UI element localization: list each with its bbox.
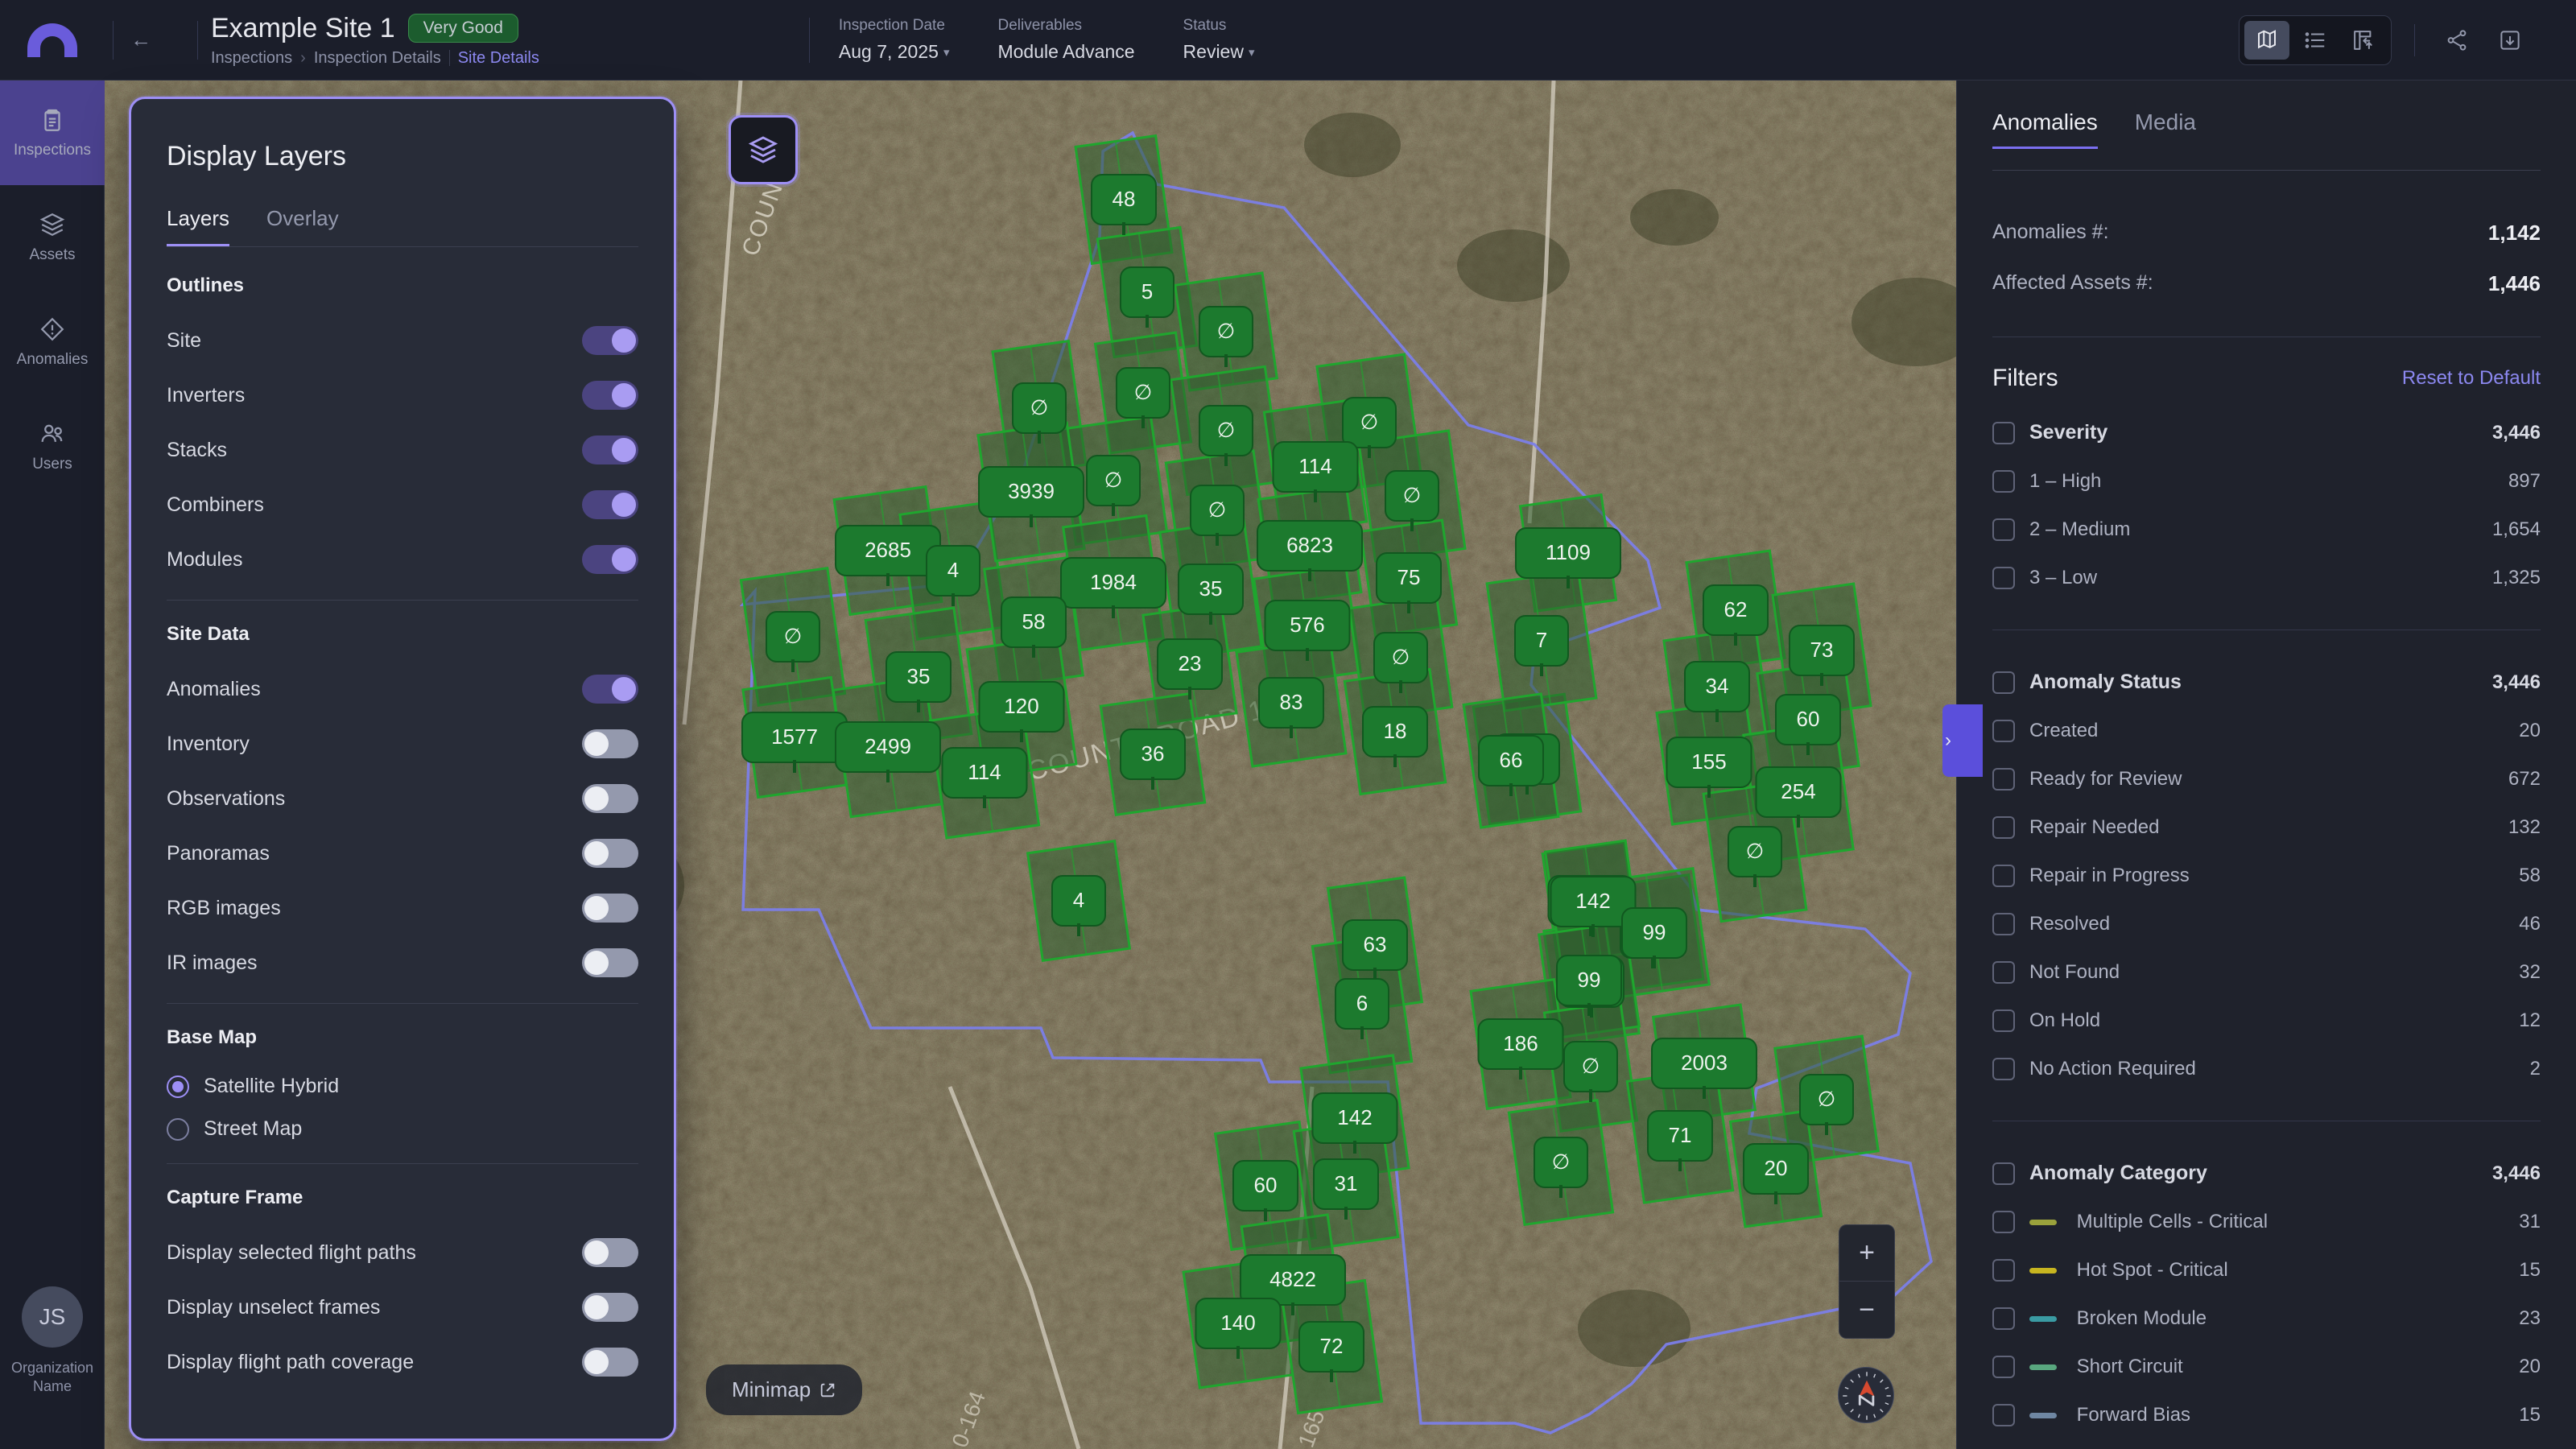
svg-text:254: 254 <box>1781 779 1815 803</box>
svg-text:75: 75 <box>1397 565 1421 589</box>
svg-text:∅: ∅ <box>1746 839 1765 863</box>
svg-text:99: 99 <box>1578 968 1601 992</box>
svg-text:73: 73 <box>1810 638 1834 662</box>
svg-text:∅: ∅ <box>1818 1087 1836 1111</box>
svg-text:2003: 2003 <box>1681 1051 1728 1075</box>
svg-text:∅: ∅ <box>784 624 803 648</box>
svg-text:60: 60 <box>1254 1173 1278 1197</box>
svg-text:∅: ∅ <box>1403 483 1422 507</box>
svg-text:576: 576 <box>1290 613 1324 637</box>
svg-text:4: 4 <box>1073 888 1084 912</box>
svg-text:1577: 1577 <box>771 724 818 749</box>
svg-text:∅: ∅ <box>1217 319 1236 343</box>
svg-text:23: 23 <box>1179 651 1202 675</box>
svg-text:∅: ∅ <box>1217 418 1236 442</box>
svg-text:155: 155 <box>1691 749 1726 774</box>
svg-text:114: 114 <box>968 760 1001 784</box>
svg-text:142: 142 <box>1337 1105 1372 1129</box>
svg-text:∅: ∅ <box>1134 380 1153 404</box>
svg-text:60: 60 <box>1797 707 1820 731</box>
svg-text:35: 35 <box>1199 576 1223 601</box>
svg-text:5: 5 <box>1141 279 1153 303</box>
svg-text:∅: ∅ <box>1104 468 1123 492</box>
svg-text:114: 114 <box>1298 454 1331 478</box>
svg-text:120: 120 <box>1004 694 1038 718</box>
svg-text:∅: ∅ <box>1208 497 1227 522</box>
svg-text:83: 83 <box>1280 690 1303 714</box>
svg-text:140: 140 <box>1220 1311 1255 1335</box>
svg-text:63: 63 <box>1364 932 1387 956</box>
svg-text:∅: ∅ <box>1582 1054 1600 1078</box>
svg-text:35: 35 <box>907 664 931 688</box>
svg-text:6: 6 <box>1356 991 1368 1015</box>
svg-text:1109: 1109 <box>1546 540 1591 564</box>
svg-text:31: 31 <box>1335 1171 1358 1195</box>
svg-text:36: 36 <box>1141 741 1165 766</box>
svg-text:72: 72 <box>1320 1334 1344 1358</box>
svg-text:62: 62 <box>1724 597 1748 621</box>
svg-text:34: 34 <box>1706 674 1729 698</box>
svg-text:∅: ∅ <box>1552 1150 1571 1174</box>
svg-text:∅: ∅ <box>1360 410 1379 434</box>
svg-text:66: 66 <box>1500 748 1523 772</box>
svg-text:4: 4 <box>947 558 959 582</box>
svg-text:2499: 2499 <box>865 734 911 758</box>
svg-text:1984: 1984 <box>1090 570 1137 594</box>
svg-text:6823: 6823 <box>1286 533 1333 557</box>
svg-text:48: 48 <box>1113 187 1136 211</box>
svg-text:∅: ∅ <box>1392 645 1410 669</box>
svg-text:58: 58 <box>1022 609 1046 634</box>
svg-text:71: 71 <box>1669 1123 1692 1147</box>
svg-text:3939: 3939 <box>1008 479 1055 503</box>
svg-text:∅: ∅ <box>1030 395 1049 419</box>
svg-text:142: 142 <box>1575 889 1610 913</box>
svg-text:186: 186 <box>1503 1031 1538 1055</box>
svg-text:2685: 2685 <box>865 538 911 562</box>
svg-text:18: 18 <box>1384 719 1407 743</box>
svg-text:4822: 4822 <box>1269 1267 1316 1291</box>
svg-text:7: 7 <box>1536 628 1547 652</box>
svg-text:99: 99 <box>1643 920 1666 944</box>
svg-text:20: 20 <box>1765 1156 1788 1180</box>
